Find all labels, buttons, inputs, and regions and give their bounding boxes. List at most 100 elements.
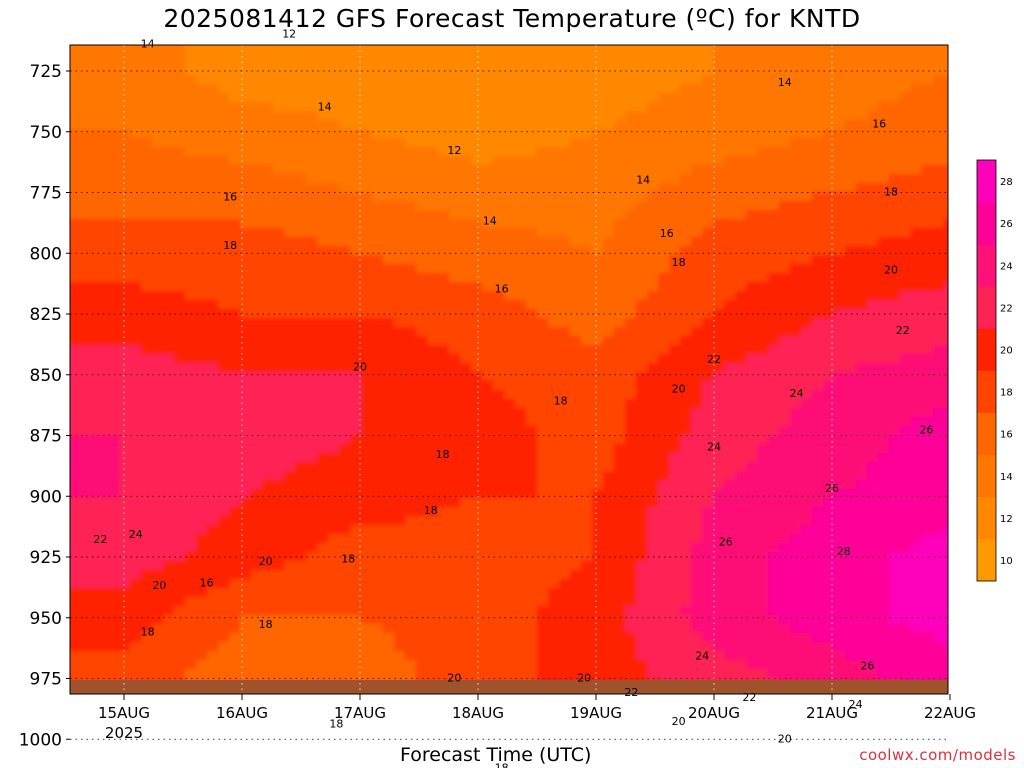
field-cell: [108, 336, 120, 346]
field-cell: [152, 327, 164, 337]
field-cell: [614, 453, 626, 463]
field-cell: [284, 84, 296, 94]
field-cell: [724, 462, 736, 472]
field-cell: [218, 525, 230, 535]
field-cell: [647, 570, 659, 580]
field-cell: [680, 309, 692, 319]
field-cell: [273, 417, 285, 427]
field-cell: [526, 525, 538, 535]
field-cell: [691, 75, 703, 85]
field-cell: [174, 570, 186, 580]
field-cell: [801, 408, 813, 418]
field-cell: [537, 183, 549, 193]
field-cell: [691, 579, 703, 589]
field-cell: [328, 237, 340, 247]
field-cell: [614, 201, 626, 211]
field-cell: [119, 462, 131, 472]
field-cell: [559, 66, 571, 76]
field-cell: [691, 534, 703, 544]
field-cell: [757, 165, 769, 175]
field-cell: [97, 435, 109, 445]
field-cell: [493, 120, 505, 130]
field-cell: [702, 534, 714, 544]
field-cell: [361, 471, 373, 481]
field-cell: [482, 588, 494, 598]
field-cell: [702, 570, 714, 580]
field-cell: [251, 120, 263, 130]
field-cell: [845, 390, 857, 400]
field-cell: [823, 84, 835, 94]
field-cell: [449, 318, 461, 328]
field-cell: [570, 102, 582, 112]
field-cell: [240, 174, 252, 184]
field-cell: [350, 57, 362, 67]
field-cell: [713, 471, 725, 481]
field-cell: [328, 219, 340, 229]
field-cell: [823, 192, 835, 202]
field-cell: [108, 66, 120, 76]
field-cell: [878, 255, 890, 265]
field-cell: [900, 255, 912, 265]
field-cell: [229, 543, 241, 553]
field-cell: [856, 129, 868, 139]
field-cell: [471, 291, 483, 301]
field-cell: [548, 516, 560, 526]
field-cell: [900, 57, 912, 67]
field-cell: [449, 273, 461, 283]
field-cell: [669, 372, 681, 382]
field-cell: [361, 75, 373, 85]
field-cell: [196, 246, 208, 256]
field-cell: [97, 192, 109, 202]
field-cell: [460, 264, 472, 274]
field-cell: [317, 93, 329, 103]
field-cell: [130, 66, 142, 76]
field-cell: [240, 336, 252, 346]
field-cell: [284, 444, 296, 454]
field-cell: [845, 192, 857, 202]
field-cell: [361, 309, 373, 319]
field-cell: [801, 192, 813, 202]
field-cell: [317, 156, 329, 166]
field-cell: [625, 129, 637, 139]
field-cell: [152, 471, 164, 481]
field-cell: [889, 129, 901, 139]
field-cell: [218, 318, 230, 328]
field-cell: [735, 147, 747, 157]
field-cell: [669, 174, 681, 184]
field-cell: [350, 129, 362, 139]
field-cell: [130, 219, 142, 229]
field-cell: [328, 57, 340, 67]
field-cell: [724, 111, 736, 121]
field-cell: [339, 129, 351, 139]
field-cell: [262, 111, 274, 121]
field-cell: [779, 381, 791, 391]
field-cell: [625, 291, 637, 301]
field-cell: [867, 480, 879, 490]
field-cell: [196, 381, 208, 391]
field-cell: [526, 57, 538, 67]
field-cell: [427, 372, 439, 382]
field-cell: [70, 174, 76, 184]
field-cell: [240, 471, 252, 481]
field-cell: [746, 426, 758, 436]
field-cell: [658, 309, 670, 319]
field-cell: [350, 399, 362, 409]
field-cell: [834, 345, 846, 355]
field-cell: [284, 552, 296, 562]
field-cell: [625, 174, 637, 184]
field-cell: [471, 498, 483, 508]
field-cell: [713, 291, 725, 301]
field-cell: [526, 570, 538, 580]
field-cell: [273, 327, 285, 337]
field-cell: [702, 408, 714, 418]
field-cell: [229, 444, 241, 454]
field-cell: [878, 48, 890, 58]
field-cell: [680, 201, 692, 211]
field-cell: [878, 282, 890, 292]
field-cell: [372, 498, 384, 508]
field-cell: [416, 453, 428, 463]
field-cell: [240, 399, 252, 409]
field-cell: [680, 45, 692, 49]
field-cell: [647, 399, 659, 409]
field-cell: [383, 93, 395, 103]
